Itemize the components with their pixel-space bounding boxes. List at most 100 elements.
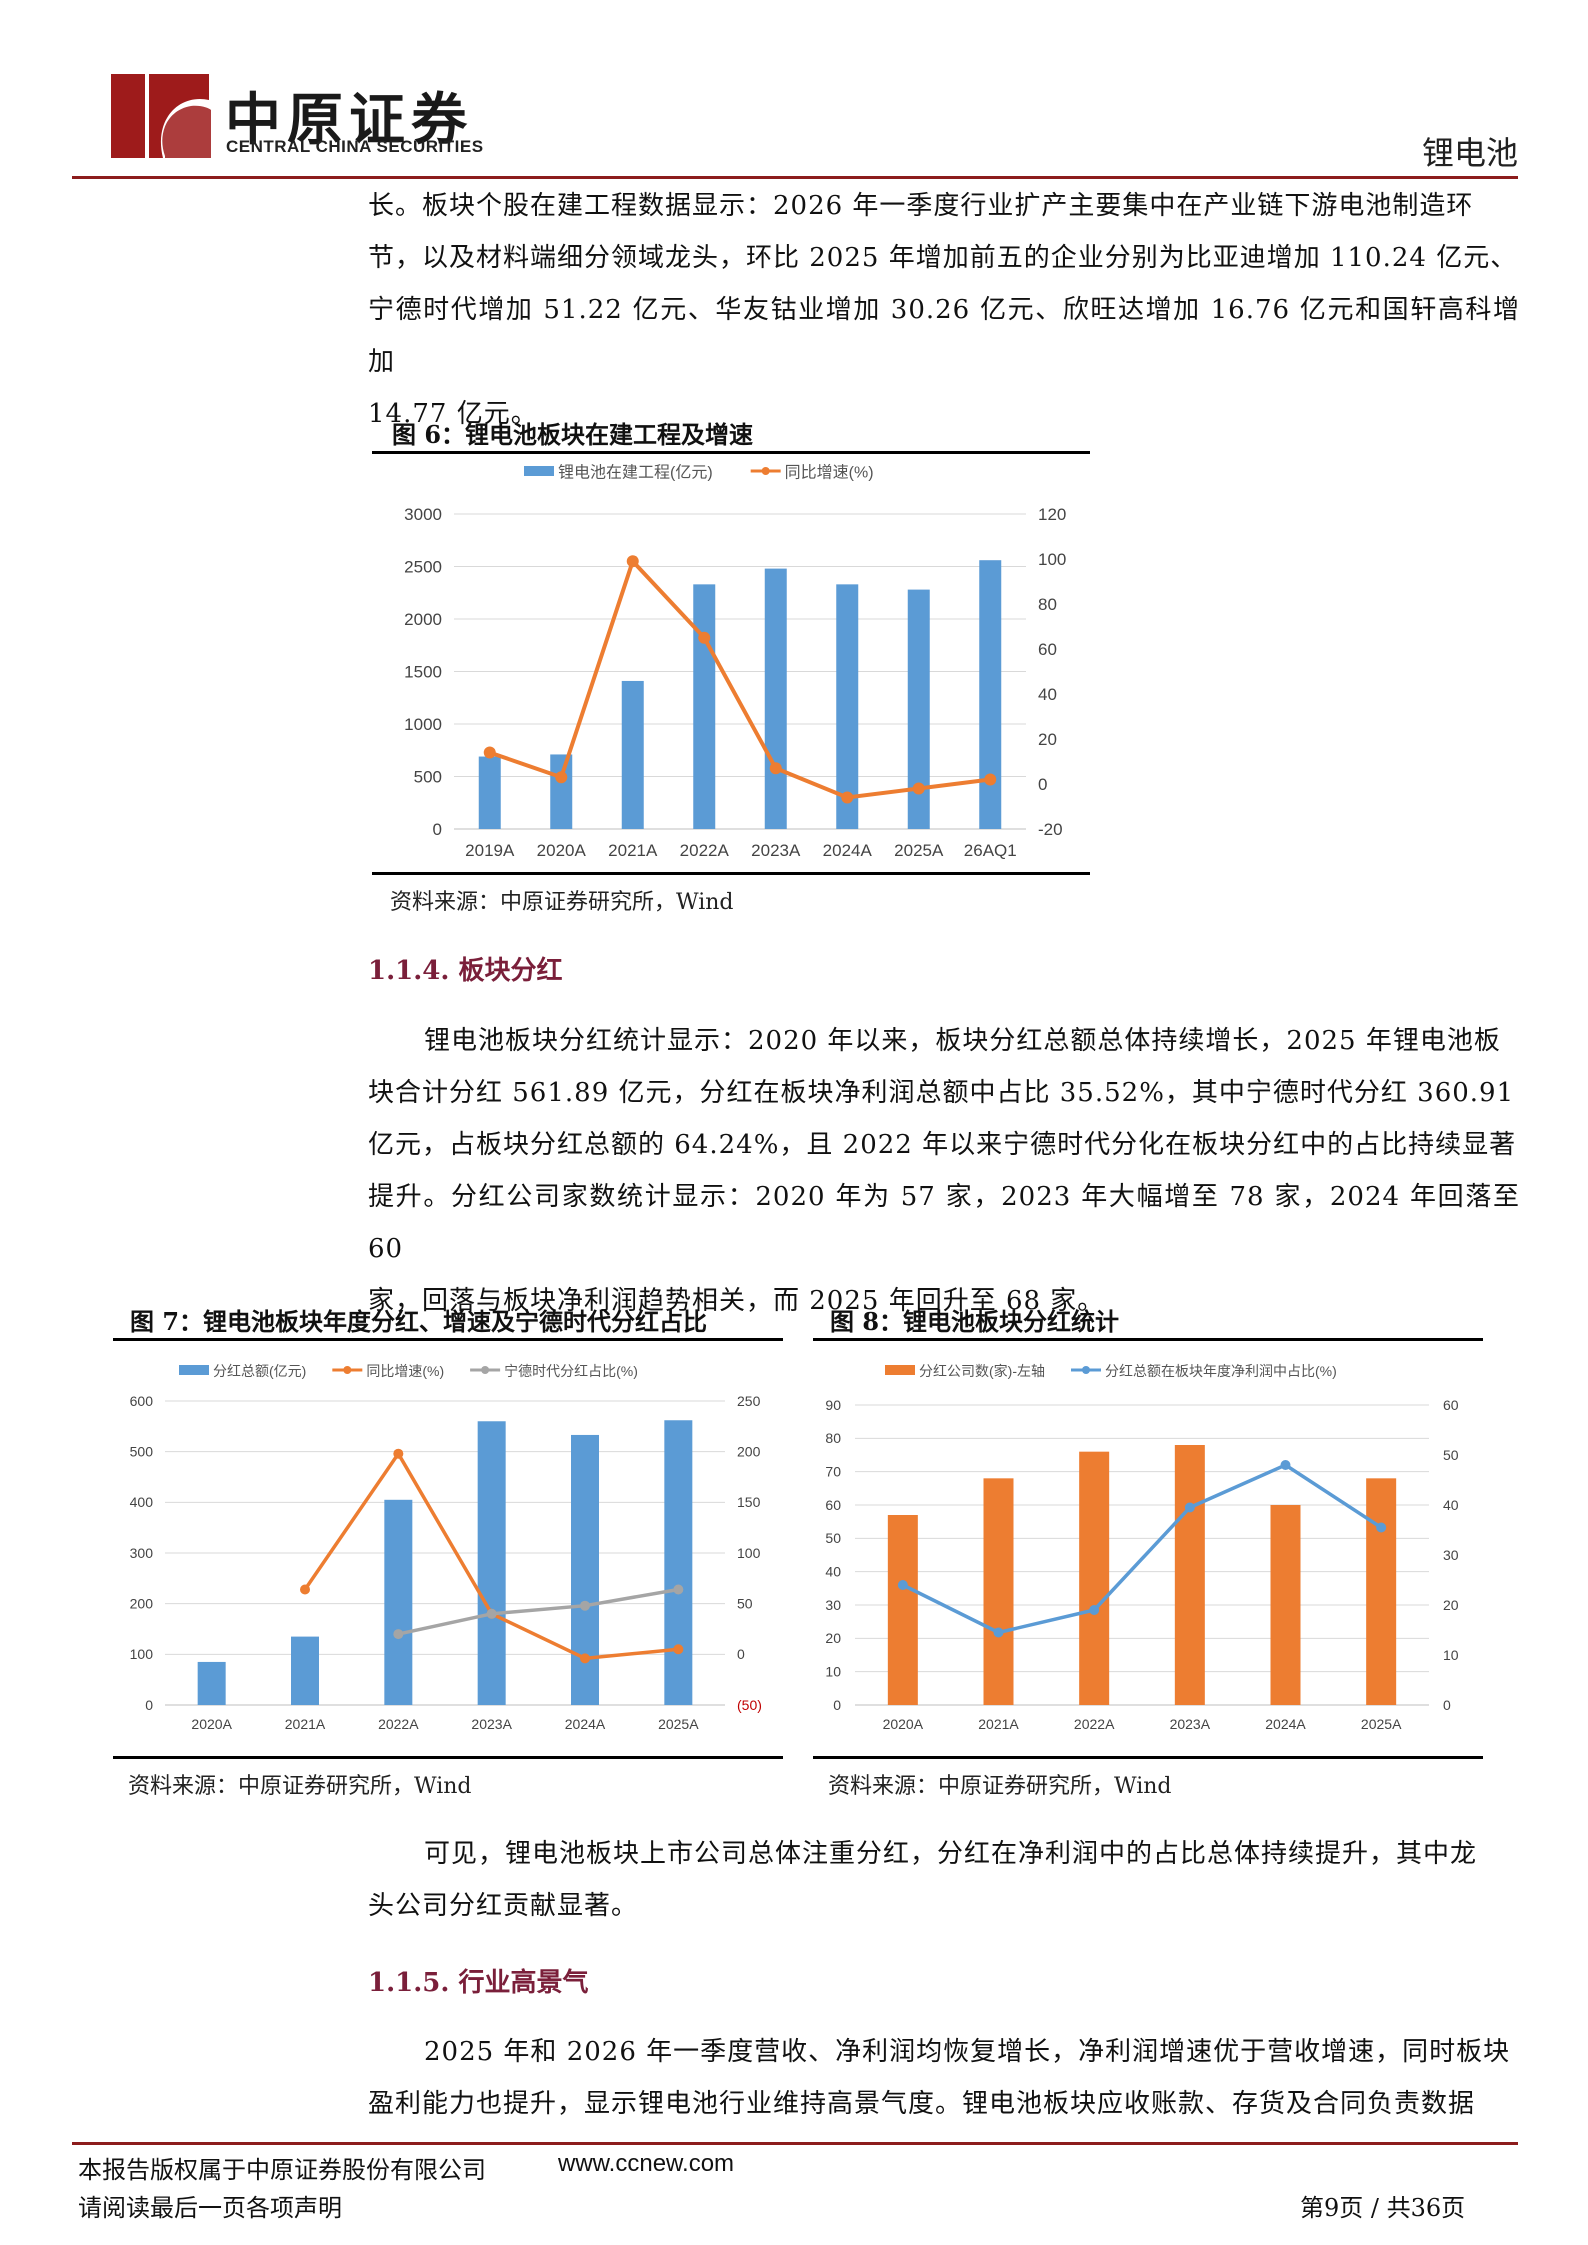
x-tick-label: 2022A xyxy=(378,1716,419,1732)
y-left-tick-label: 500 xyxy=(130,1444,154,1460)
legend-swatch xyxy=(179,1365,209,1375)
x-tick-label: 2023A xyxy=(471,1716,512,1732)
x-tick-label: 2020A xyxy=(537,841,587,860)
y-right-tick-label: 50 xyxy=(1443,1447,1459,1463)
y-left-tick-label: 40 xyxy=(825,1564,841,1580)
bar xyxy=(477,1421,506,1705)
y-left-tick-label: 80 xyxy=(825,1430,841,1446)
y-left-tick-label: 100 xyxy=(130,1646,154,1662)
fig8-chart: 0 10 20 30 40 50 60 70 80 90 0 10 20 30 40 50 60 2020A 202… xyxy=(825,1363,1459,1732)
bar xyxy=(1079,1451,1110,1705)
fig8-source: 资料来源：中原证券研究所，Wind xyxy=(828,1774,1172,1799)
x-tick-label: 2024A xyxy=(823,841,873,860)
bar xyxy=(693,584,716,829)
text-line: 2025 年和 2026 年一季度营收、净利润均恢复增长，净利润增速优于营收增速… xyxy=(424,2037,1511,2067)
line-point xyxy=(698,631,711,644)
line-point xyxy=(673,1644,684,1655)
line-point xyxy=(1280,1460,1291,1470)
y-right-tick-label: 50 xyxy=(737,1596,753,1612)
x-tick-label: 2023A xyxy=(751,841,801,860)
y-right-tick-label: -20 xyxy=(1038,820,1063,839)
line-point xyxy=(580,1600,590,1611)
line-point xyxy=(673,1584,684,1595)
legend-label: 同比增速(%) xyxy=(366,1363,444,1379)
line-point xyxy=(1376,1522,1387,1533)
y-left-tick-label: 70 xyxy=(825,1464,841,1480)
line-point xyxy=(580,1653,590,1664)
y-left-tick-label: 3000 xyxy=(404,505,442,524)
x-tick-label: 2025A xyxy=(1361,1716,1402,1732)
fig6-source: 资料来源：中原证券研究所，Wind xyxy=(390,890,734,915)
footer-copyright: 本报告版权属于中原证券股份有限公司 xyxy=(78,2156,486,2184)
page-number: 第9页 / 共36页 xyxy=(1300,2194,1466,2222)
section-heading-114: 1.1.4. 板块分红 xyxy=(368,956,563,986)
sec114-paragraph: 锂电池板块分红统计显示：2020 年以来，板块分红总额总体持续增长，2025 年… xyxy=(368,1015,1520,1327)
legend-marker xyxy=(761,467,770,475)
text-line: 14.77 亿元。 xyxy=(368,399,538,429)
y-left-tick-label: 0 xyxy=(833,1697,841,1713)
series-line xyxy=(397,1587,679,1636)
line-point xyxy=(984,773,997,786)
y-right-tick-label: 100 xyxy=(1038,550,1066,569)
bar xyxy=(384,1499,413,1705)
bar xyxy=(764,568,787,829)
y-right-tick-label: 100 xyxy=(737,1545,761,1561)
bar xyxy=(197,1661,226,1705)
text-line: 盈利能力也提升，显示锂电池行业维持高景气度。锂电池板块应收账款、存货及合同负责数… xyxy=(368,2089,1476,2119)
y-left-tick-label: 10 xyxy=(825,1664,841,1680)
x-tick-label: 2024A xyxy=(565,1716,606,1732)
bar xyxy=(1366,1478,1397,1705)
y-left-tick-label: 0 xyxy=(433,820,442,839)
line-point xyxy=(393,1629,404,1640)
line-point xyxy=(912,782,925,795)
bar xyxy=(887,1515,918,1705)
y-right-tick-label: 20 xyxy=(1443,1597,1459,1613)
y-left-tick-label: 50 xyxy=(825,1530,841,1546)
bar xyxy=(983,1478,1014,1705)
line-point xyxy=(1089,1605,1100,1615)
text-line: 提升。分红公司家数统计显示：2020 年为 57 家，2023 年大幅增至 78… xyxy=(368,1182,1520,1264)
section-tag: 锂电池 xyxy=(1421,134,1518,172)
line-point xyxy=(897,1580,908,1590)
footer-disclaimer: 请阅读最后一页各项声明 xyxy=(78,2194,342,2222)
y-right-tick-label: 0 xyxy=(1038,775,1047,794)
line-point xyxy=(841,791,854,804)
bar xyxy=(979,560,1002,829)
line-point xyxy=(393,1448,404,1459)
text-line: 亿元，占板块分红总额的 64.24%，且 2022 年以来宁德时代分化在板块分红… xyxy=(368,1130,1517,1160)
x-tick-label: 2025A xyxy=(894,841,944,860)
bar xyxy=(478,756,501,829)
footer-url[interactable]: www.ccnew.com xyxy=(558,2150,735,2177)
legend-marker xyxy=(343,1366,352,1374)
x-tick-label: 2020A xyxy=(883,1716,924,1732)
line-point xyxy=(626,555,639,568)
y-right-tick-label: 80 xyxy=(1038,595,1057,614)
legend-swatch xyxy=(524,466,554,476)
line-point xyxy=(769,762,782,775)
y-left-tick-label: 2500 xyxy=(404,557,442,576)
fig6-title: 图 6：锂电池板块在建工程及增速 xyxy=(392,420,754,449)
legend-marker xyxy=(1082,1366,1090,1374)
y-left-tick-label: 500 xyxy=(414,767,442,786)
fig7-source: 资料来源：中原证券研究所，Wind xyxy=(128,1774,472,1799)
y-right-tick-label: 30 xyxy=(1443,1547,1459,1563)
x-tick-label: 2023A xyxy=(1170,1716,1211,1732)
y-left-tick-label: 600 xyxy=(130,1393,154,1409)
fig7-bottom-rule xyxy=(113,1756,783,1759)
y-left-tick-label: 90 xyxy=(825,1397,841,1413)
y-right-tick-label: 0 xyxy=(1443,1697,1451,1713)
line-point xyxy=(483,746,496,759)
line-point xyxy=(993,1627,1004,1638)
y-right-tick-label: 60 xyxy=(1038,640,1057,659)
x-tick-label: 2021A xyxy=(978,1716,1019,1732)
fig6-chart: 0 500 1000 1500 2000 2500 3000 -20 0 20 40 60 80 100 1… xyxy=(404,464,1066,860)
x-tick-label: 26AQ1 xyxy=(964,841,1017,860)
y-left-tick-label: 1500 xyxy=(404,662,442,681)
y-right-tick-label: 120 xyxy=(1038,505,1066,524)
y-left-tick-label: 60 xyxy=(825,1497,841,1513)
bar xyxy=(664,1420,693,1705)
text-line: 可见，锂电池板块上市公司总体注重分红，分红在净利润中的占比总体持续提升，其中龙 xyxy=(424,1839,1478,1869)
text-line: 宁德时代增加 51.22 亿元、华友钴业增加 30.26 亿元、欣旺达增加 16… xyxy=(368,295,1520,377)
text-line: 块合计分红 561.89 亿元，分红在板块净利润总额中占比 35.52%，其中宁… xyxy=(368,1078,1515,1108)
text-line: 锂电池板块分红统计显示：2020 年以来，板块分红总额总体持续增长，2025 年… xyxy=(424,1026,1501,1056)
